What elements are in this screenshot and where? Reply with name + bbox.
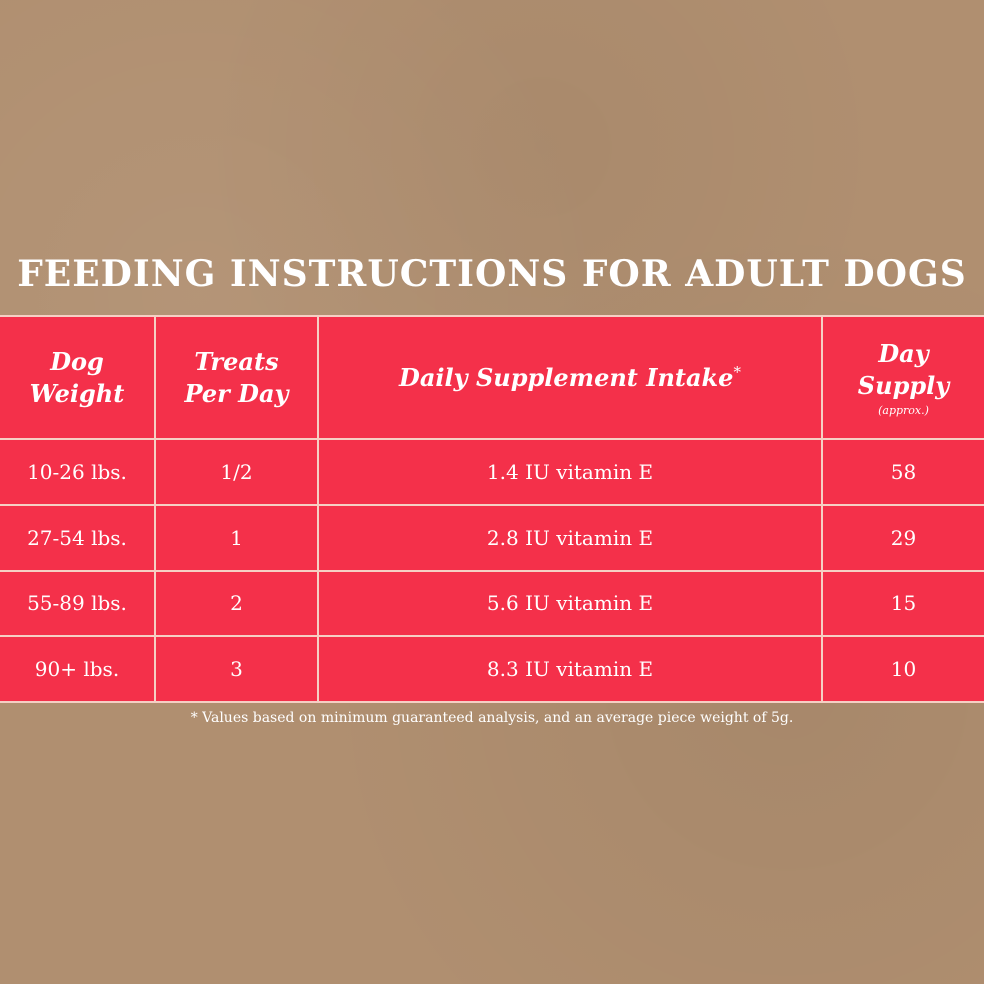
header-supply-line2: Supply [857,370,950,400]
cell-day-supply: 10 [821,635,984,703]
cell-treats-per-day: 1 [154,503,319,572]
table-header-row: Dog Weight Treats Per Day Daily Suppleme… [0,314,984,441]
footnote: * Values based on minimum guaranteed ana… [190,710,794,726]
header-daily-supplement-intake: Daily Supplement Intake* [317,314,823,441]
table-row: 27-54 lbs. 1 2.8 IU vitamin E 29 [0,503,984,572]
feeding-table-container: Dog Weight Treats Per Day Daily Suppleme… [0,314,984,703]
header-intake-text: Daily Supplement Intake [399,362,734,392]
header-dog-weight-line1: Dog [50,346,104,376]
header-treats-per-day: Treats Per Day [154,314,319,441]
header-supply-line1: Day [878,338,929,368]
feeding-table: Dog Weight Treats Per Day Daily Suppleme… [0,314,984,703]
cell-treats-per-day: 1/2 [154,438,319,506]
header-supply-note: (approx.) [878,403,929,417]
cell-treats-per-day: 2 [154,569,319,638]
cell-dog-weight: 27-54 lbs. [0,503,156,572]
table-row: 55-89 lbs. 2 5.6 IU vitamin E 15 [0,569,984,638]
header-intake-asterisk: * [733,362,741,381]
table-row: 90+ lbs. 3 8.3 IU vitamin E 10 [0,635,984,703]
cell-supplement-intake: 2.8 IU vitamin E [317,503,823,572]
header-dog-weight: Dog Weight [0,314,156,441]
cell-supplement-intake: 8.3 IU vitamin E [317,635,823,703]
cell-treats-per-day: 3 [154,635,319,703]
cell-day-supply: 29 [821,503,984,572]
cell-day-supply: 58 [821,438,984,506]
cell-supplement-intake: 5.6 IU vitamin E [317,569,823,638]
header-treats-line1: Treats [194,346,279,376]
cell-dog-weight: 55-89 lbs. [0,569,156,638]
cell-dog-weight: 10-26 lbs. [0,438,156,506]
cell-supplement-intake: 1.4 IU vitamin E [317,438,823,506]
cell-dog-weight: 90+ lbs. [0,635,156,703]
header-treats-line2: Per Day [184,378,289,408]
header-day-supply: Day Supply (approx.) [821,314,984,441]
header-dog-weight-line2: Weight [29,378,125,408]
table-row: 10-26 lbs. 1/2 1.4 IU vitamin E 58 [0,438,984,506]
cell-day-supply: 15 [821,569,984,638]
page-title: FEEDING INSTRUCTIONS FOR ADULT DOGS [17,253,967,295]
